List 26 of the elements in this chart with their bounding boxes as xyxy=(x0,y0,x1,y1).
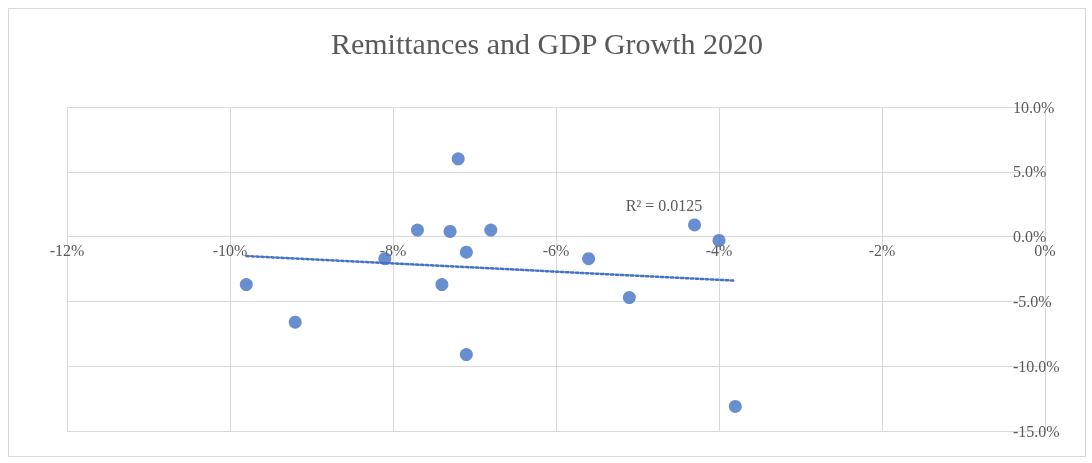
y-tick-label: -5.0% xyxy=(1013,292,1052,310)
point xyxy=(728,399,742,413)
point xyxy=(451,152,465,166)
y-tick-label: -10.0% xyxy=(1013,357,1060,375)
point xyxy=(435,278,449,292)
x-tick-label: -8% xyxy=(379,242,407,260)
x-tick-label: -12% xyxy=(49,242,85,260)
chart-title: Remittances and GDP Growth 2020 xyxy=(330,26,764,60)
point xyxy=(459,245,473,259)
x-tick-label: -4% xyxy=(705,242,733,260)
x-tick-label: -2% xyxy=(868,242,896,260)
point xyxy=(443,224,457,238)
point xyxy=(622,291,636,305)
point xyxy=(688,218,702,232)
point xyxy=(459,348,473,362)
y-tick-label: -15.0% xyxy=(1013,422,1060,440)
point xyxy=(484,223,498,237)
point xyxy=(410,223,424,237)
y-tick-label: 5.0% xyxy=(1013,163,1047,181)
point xyxy=(239,278,253,292)
point xyxy=(582,252,596,266)
annotation: R² = 0.0125 xyxy=(625,196,703,214)
y-tick-label: 10.0% xyxy=(1013,98,1055,116)
x-tick-label: -6% xyxy=(542,242,570,260)
point xyxy=(288,315,302,329)
x-tick-label: -10% xyxy=(212,242,248,260)
